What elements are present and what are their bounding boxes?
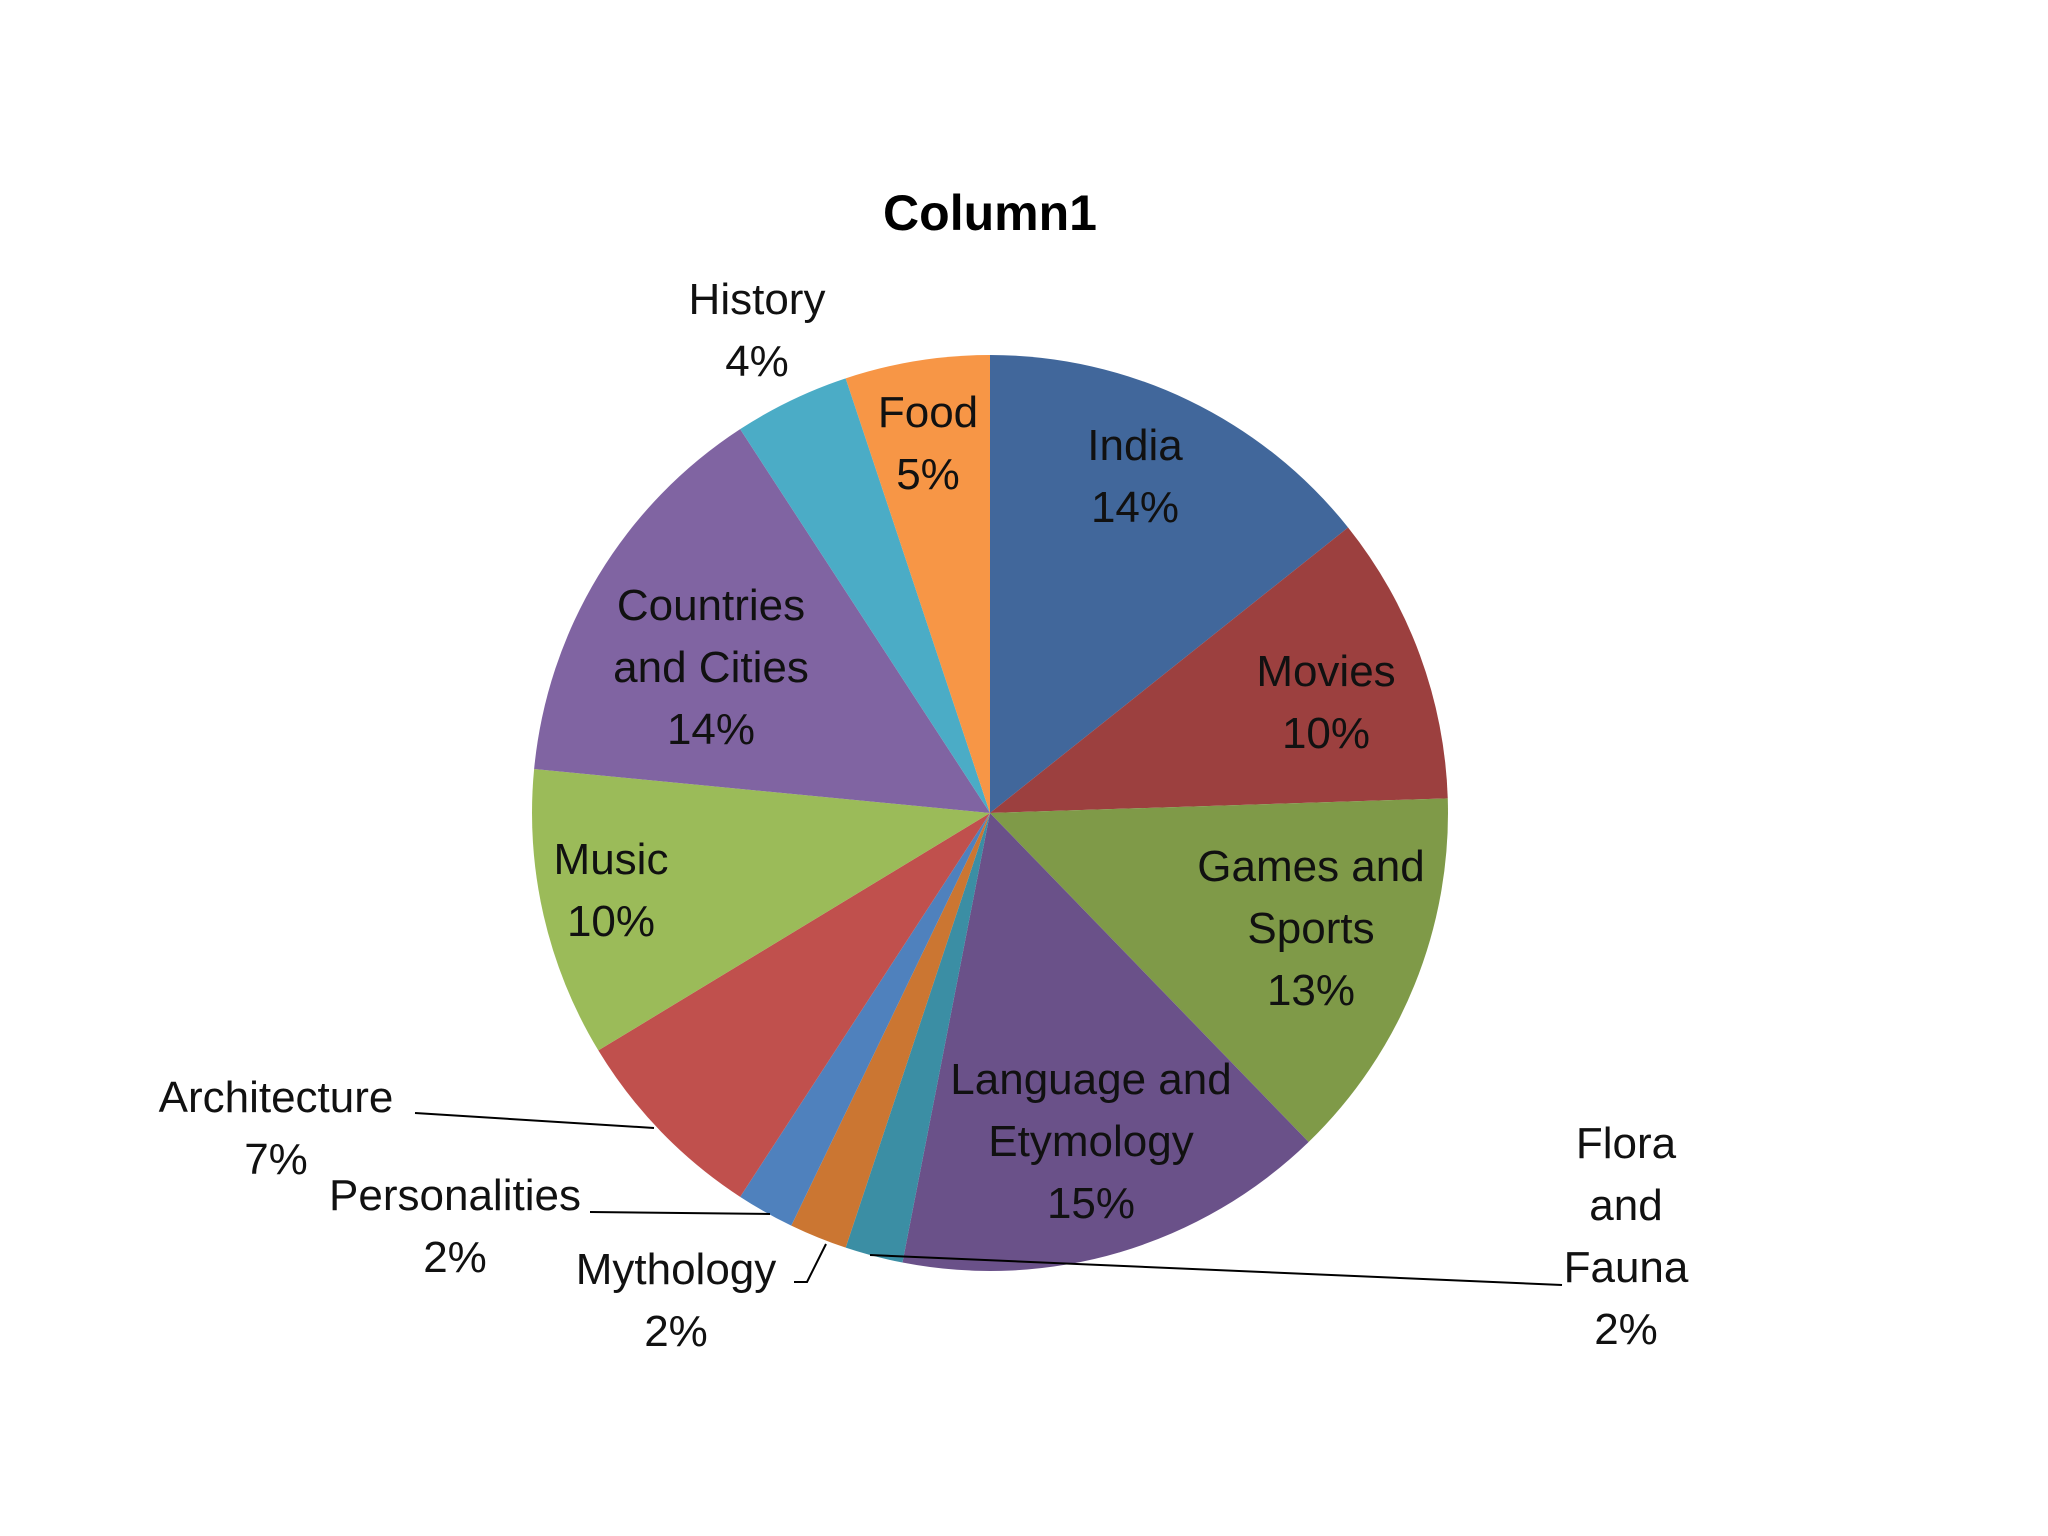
data-label-personalities: Personalities 2% [329,1171,581,1282]
data-labels: India 14% Movies 10% Games and Sports 13% Langu… [159,275,1689,1356]
data-label-line: Sports [1247,904,1374,953]
pie-slice-personalities [740,813,990,1226]
data-label-language-and-etymology: Language and Etymology 15% [950,1055,1231,1228]
data-label-games-and-sports: Games and Sports 13% [1197,842,1424,1015]
data-label-history: History 4% [689,275,826,386]
data-label-line: and Cities [613,643,809,692]
data-label-line: 2% [423,1233,487,1282]
data-label-line: Architecture [159,1073,394,1122]
slices-layer [532,355,1448,1271]
chart-title: Column1 [883,185,1097,241]
data-label-line: 10% [567,897,655,946]
leader-line-mythology [794,1243,827,1283]
pie-slice-countries-and-cities [534,429,990,813]
data-label-india: India 14% [1087,421,1183,532]
pie-slice-movies [990,527,1448,813]
data-label-line: Language and [950,1055,1231,1104]
pie-slice-music [532,769,990,1051]
pie-slice-food [845,355,990,813]
data-label-line: 13% [1267,966,1355,1015]
pie-slice-games-and-sports [990,798,1448,1142]
data-label-line: Food [878,388,978,437]
data-label-line: 2% [1594,1305,1658,1354]
data-label-line: 5% [896,450,960,499]
data-label-line: Fauna [1564,1243,1689,1292]
data-label-line: Countries [617,581,805,630]
data-label-line: Movies [1256,647,1395,696]
data-label-food: Food 5% [878,388,978,499]
pie-slice-architecture [598,813,990,1197]
leader-line-flora-and-fauna [869,1254,1563,1286]
leader-line-architecture [414,1112,655,1129]
data-label-countries-and-cities: Countries and Cities 14% [613,581,809,754]
leader-line-personalities [589,1211,771,1215]
pie-slice-flora-and-fauna [845,813,990,1263]
data-label-architecture: Architecture 7% [159,1073,394,1184]
data-label-line: 15% [1047,1179,1135,1228]
data-label-music: Music 10% [554,835,669,946]
data-label-movies: Movies 10% [1256,647,1395,758]
data-label-line: 4% [725,337,789,386]
data-label-line: 14% [667,705,755,754]
pie-slice-india [990,355,1349,813]
data-label-line: Etymology [988,1117,1193,1166]
pie-slice-history [740,378,990,813]
data-label-line: 2% [644,1307,708,1356]
data-label-line: Music [554,835,669,884]
data-label-line: 7% [244,1135,308,1184]
data-label-line: India [1087,421,1183,470]
leader-lines [414,1112,1563,1286]
pie-slice-mythology [791,813,990,1248]
data-label-line: 10% [1282,709,1370,758]
data-label-line: 14% [1091,483,1179,532]
data-label-flora-and-fauna: Flora and Fauna 2% [1564,1119,1689,1354]
data-label-line: Personalities [329,1171,581,1220]
data-label-line: History [689,275,826,324]
data-label-line: Mythology [576,1245,777,1294]
data-label-line: Flora [1576,1119,1677,1168]
pie-slice-language-and-etymology [902,813,1309,1271]
data-label-line: Games and [1197,842,1424,891]
data-label-mythology: Mythology 2% [576,1245,777,1356]
data-label-line: and [1589,1181,1662,1230]
